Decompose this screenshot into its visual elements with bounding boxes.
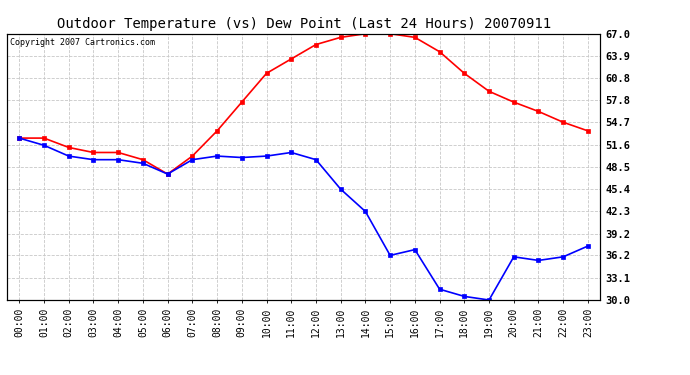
Text: Copyright 2007 Cartronics.com: Copyright 2007 Cartronics.com: [10, 38, 155, 47]
Title: Outdoor Temperature (vs) Dew Point (Last 24 Hours) 20070911: Outdoor Temperature (vs) Dew Point (Last…: [57, 17, 551, 31]
